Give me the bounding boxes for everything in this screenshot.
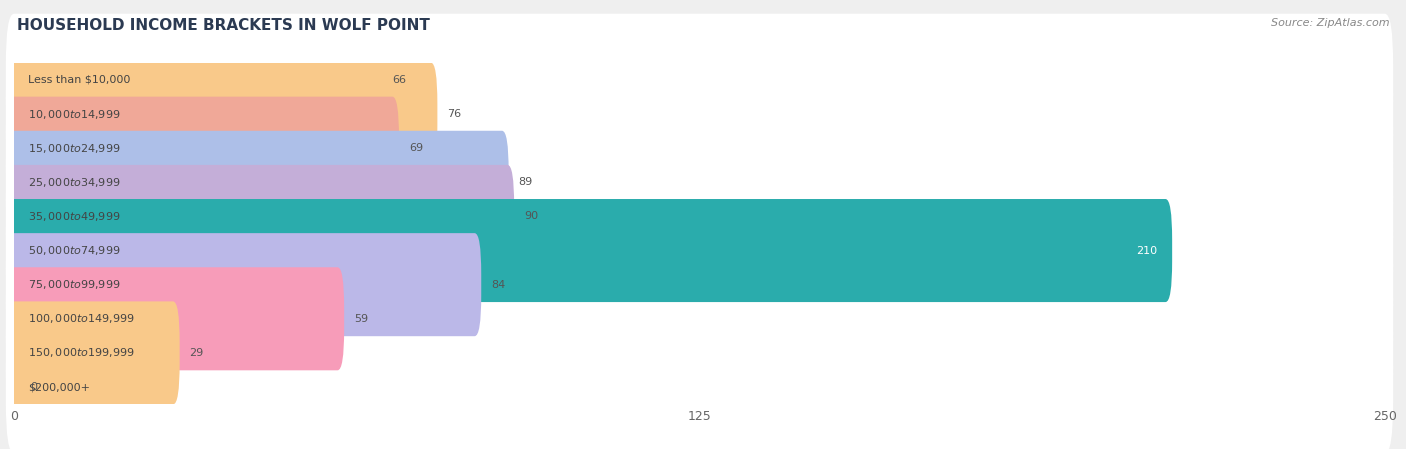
FancyBboxPatch shape (7, 301, 180, 405)
Text: 210: 210 (1136, 246, 1157, 255)
Text: $10,000 to $14,999: $10,000 to $14,999 (28, 108, 121, 120)
Text: 69: 69 (409, 143, 423, 153)
Text: 66: 66 (392, 75, 406, 85)
Text: 84: 84 (491, 280, 505, 290)
Text: 29: 29 (190, 348, 204, 358)
FancyBboxPatch shape (7, 199, 1173, 302)
Text: Source: ZipAtlas.com: Source: ZipAtlas.com (1271, 18, 1389, 28)
Text: $35,000 to $49,999: $35,000 to $49,999 (28, 210, 121, 223)
Text: 76: 76 (447, 109, 461, 119)
FancyBboxPatch shape (6, 150, 1393, 282)
Text: 90: 90 (524, 211, 538, 221)
FancyBboxPatch shape (6, 287, 1393, 419)
Text: $50,000 to $74,999: $50,000 to $74,999 (28, 244, 121, 257)
Text: $100,000 to $149,999: $100,000 to $149,999 (28, 313, 135, 325)
Text: $200,000+: $200,000+ (28, 382, 90, 392)
Text: HOUSEHOLD INCOME BRACKETS IN WOLF POINT: HOUSEHOLD INCOME BRACKETS IN WOLF POINT (17, 18, 430, 33)
Text: $150,000 to $199,999: $150,000 to $199,999 (28, 347, 135, 359)
FancyBboxPatch shape (6, 48, 1393, 180)
FancyBboxPatch shape (6, 116, 1393, 248)
FancyBboxPatch shape (7, 165, 515, 268)
FancyBboxPatch shape (6, 253, 1393, 385)
FancyBboxPatch shape (7, 62, 437, 166)
FancyBboxPatch shape (6, 219, 1393, 351)
FancyBboxPatch shape (7, 267, 344, 370)
FancyBboxPatch shape (7, 131, 509, 234)
FancyBboxPatch shape (7, 233, 481, 336)
FancyBboxPatch shape (7, 97, 399, 200)
FancyBboxPatch shape (6, 185, 1393, 317)
FancyBboxPatch shape (6, 82, 1393, 214)
Text: 0: 0 (31, 382, 38, 392)
Text: $15,000 to $24,999: $15,000 to $24,999 (28, 142, 121, 154)
FancyBboxPatch shape (6, 14, 1393, 146)
Text: Less than $10,000: Less than $10,000 (28, 75, 131, 85)
Text: 89: 89 (519, 177, 533, 187)
FancyBboxPatch shape (7, 28, 382, 132)
Text: $75,000 to $99,999: $75,000 to $99,999 (28, 278, 121, 291)
FancyBboxPatch shape (6, 321, 1393, 449)
Text: 59: 59 (354, 314, 368, 324)
Text: $25,000 to $34,999: $25,000 to $34,999 (28, 176, 121, 189)
